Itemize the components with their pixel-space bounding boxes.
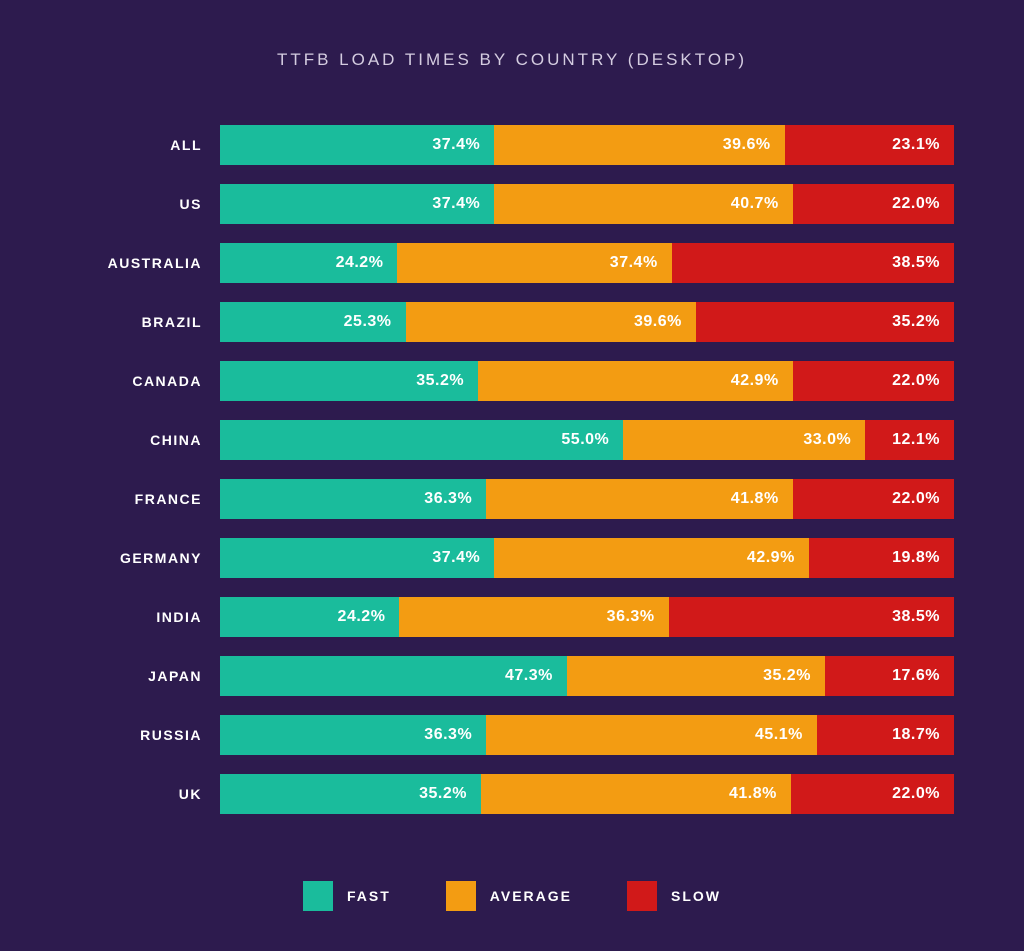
- row-label: INDIA: [70, 609, 220, 625]
- bar-segment-slow: 17.6%: [825, 656, 954, 696]
- chart-title: TTFB LOAD TIMES BY COUNTRY (DESKTOP): [70, 50, 954, 70]
- legend-swatch: [446, 881, 476, 911]
- bar-segment-average: 39.6%: [406, 302, 696, 342]
- row-label: UK: [70, 786, 220, 802]
- legend-swatch: [627, 881, 657, 911]
- bar-segment-average: 42.9%: [478, 361, 793, 401]
- stacked-bar: 37.4%42.9%19.8%: [220, 538, 954, 578]
- row-label: JAPAN: [70, 668, 220, 684]
- bar-segment-fast: 55.0%: [220, 420, 623, 460]
- stacked-bar: 35.2%41.8%22.0%: [220, 774, 954, 814]
- legend-label: FAST: [347, 888, 391, 904]
- bar-row: INDIA24.2%36.3%38.5%: [70, 597, 954, 637]
- bar-segment-slow: 38.5%: [672, 243, 954, 283]
- bar-segment-fast: 35.2%: [220, 774, 481, 814]
- bar-segment-fast: 36.3%: [220, 479, 486, 519]
- chart-container: TTFB LOAD TIMES BY COUNTRY (DESKTOP) ALL…: [0, 0, 1024, 951]
- stacked-bar: 55.0%33.0%12.1%: [220, 420, 954, 460]
- bar-segment-slow: 38.5%: [669, 597, 954, 637]
- legend: FAST AVERAGE SLOW: [70, 881, 954, 911]
- bar-segment-average: 40.7%: [494, 184, 792, 224]
- bar-segment-average: 45.1%: [486, 715, 817, 755]
- bar-row: RUSSIA36.3%45.1%18.7%: [70, 715, 954, 755]
- bar-segment-average: 41.8%: [481, 774, 791, 814]
- bar-segment-average: 42.9%: [494, 538, 809, 578]
- bar-segment-slow: 22.0%: [791, 774, 954, 814]
- row-label: CHINA: [70, 432, 220, 448]
- bar-segment-average: 33.0%: [623, 420, 865, 460]
- row-label: ALL: [70, 137, 220, 153]
- bar-segment-average: 41.8%: [486, 479, 793, 519]
- bar-row: ALL37.4%39.6%23.1%: [70, 125, 954, 165]
- bar-row: AUSTRALIA24.2%37.4%38.5%: [70, 243, 954, 283]
- row-label: BRAZIL: [70, 314, 220, 330]
- stacked-bar: 24.2%36.3%38.5%: [220, 597, 954, 637]
- bar-segment-fast: 37.4%: [220, 538, 494, 578]
- bar-segment-slow: 12.1%: [865, 420, 954, 460]
- row-label: US: [70, 196, 220, 212]
- stacked-bar: 47.3%35.2%17.6%: [220, 656, 954, 696]
- stacked-bar: 36.3%45.1%18.7%: [220, 715, 954, 755]
- bar-segment-average: 37.4%: [397, 243, 671, 283]
- bar-segment-average: 39.6%: [494, 125, 784, 165]
- stacked-bar: 36.3%41.8%22.0%: [220, 479, 954, 519]
- bar-segment-fast: 24.2%: [220, 243, 397, 283]
- stacked-bar-chart: ALL37.4%39.6%23.1%US37.4%40.7%22.0%AUSTR…: [70, 125, 954, 836]
- bar-row: GERMANY37.4%42.9%19.8%: [70, 538, 954, 578]
- bar-segment-slow: 19.8%: [809, 538, 954, 578]
- bar-segment-slow: 23.1%: [785, 125, 954, 165]
- stacked-bar: 25.3%39.6%35.2%: [220, 302, 954, 342]
- legend-label: AVERAGE: [490, 888, 572, 904]
- bar-segment-slow: 35.2%: [696, 302, 954, 342]
- bar-segment-slow: 22.0%: [793, 184, 954, 224]
- legend-swatch: [303, 881, 333, 911]
- legend-label: SLOW: [671, 888, 721, 904]
- bar-segment-fast: 36.3%: [220, 715, 486, 755]
- legend-item-average: AVERAGE: [446, 881, 572, 911]
- bar-row: US37.4%40.7%22.0%: [70, 184, 954, 224]
- bar-segment-slow: 18.7%: [817, 715, 954, 755]
- row-label: RUSSIA: [70, 727, 220, 743]
- bar-row: CHINA55.0%33.0%12.1%: [70, 420, 954, 460]
- legend-item-fast: FAST: [303, 881, 391, 911]
- bar-segment-fast: 37.4%: [220, 184, 494, 224]
- bar-row: BRAZIL25.3%39.6%35.2%: [70, 302, 954, 342]
- bar-row: JAPAN47.3%35.2%17.6%: [70, 656, 954, 696]
- row-label: AUSTRALIA: [70, 255, 220, 271]
- bar-row: CANADA35.2%42.9%22.0%: [70, 361, 954, 401]
- legend-item-slow: SLOW: [627, 881, 721, 911]
- stacked-bar: 37.4%39.6%23.1%: [220, 125, 954, 165]
- stacked-bar: 37.4%40.7%22.0%: [220, 184, 954, 224]
- bar-segment-slow: 22.0%: [793, 361, 954, 401]
- bar-row: UK35.2%41.8%22.0%: [70, 774, 954, 814]
- row-label: GERMANY: [70, 550, 220, 566]
- bar-segment-fast: 35.2%: [220, 361, 478, 401]
- bar-segment-slow: 22.0%: [793, 479, 954, 519]
- bar-segment-fast: 24.2%: [220, 597, 399, 637]
- bar-segment-fast: 37.4%: [220, 125, 494, 165]
- row-label: FRANCE: [70, 491, 220, 507]
- stacked-bar: 24.2%37.4%38.5%: [220, 243, 954, 283]
- bar-segment-fast: 47.3%: [220, 656, 567, 696]
- bar-row: FRANCE36.3%41.8%22.0%: [70, 479, 954, 519]
- stacked-bar: 35.2%42.9%22.0%: [220, 361, 954, 401]
- bar-segment-fast: 25.3%: [220, 302, 406, 342]
- bar-segment-average: 36.3%: [399, 597, 668, 637]
- bar-segment-average: 35.2%: [567, 656, 825, 696]
- row-label: CANADA: [70, 373, 220, 389]
